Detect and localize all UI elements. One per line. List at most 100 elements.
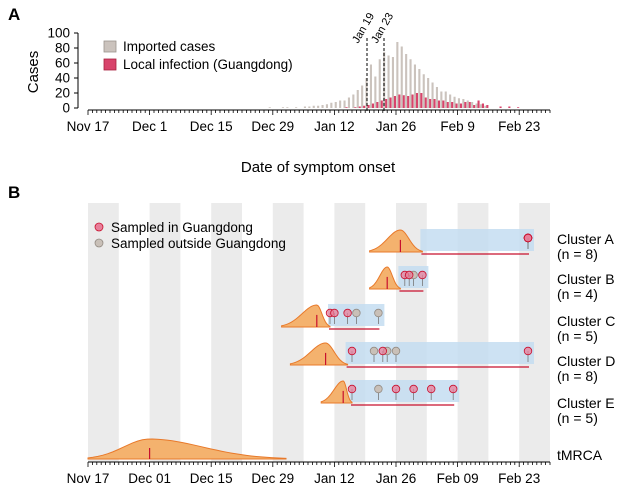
sample-in-gd: [427, 384, 436, 394]
cluster-name-label: Cluster B: [557, 271, 615, 287]
local-bar: [380, 100, 383, 108]
sample-in-gd: [347, 384, 357, 394]
imported-bar: [484, 105, 487, 108]
imported-bar: [321, 105, 324, 108]
imported-bar: [339, 100, 342, 108]
local-bar: [433, 99, 436, 108]
local-bar: [517, 107, 520, 108]
local-bar: [424, 97, 427, 108]
cluster-row: [289, 342, 534, 368]
y-tick-label: 80: [55, 41, 70, 56]
local-bar: [367, 105, 370, 108]
local-bar: [499, 106, 502, 108]
y-tick-label: 0: [62, 101, 70, 116]
tmrca-density: [281, 304, 331, 328]
panel-a-bars: [268, 42, 520, 108]
local-bar: [411, 94, 414, 108]
x-axis-tick-labels: Nov 17 Dec 1 Dec 15 Dec 29 Jan 12 Jan 26 Feb 9…: [67, 119, 541, 134]
imported-bar: [317, 105, 320, 108]
panel-b: B Sampled in Guangdong Sampled outside G…: [8, 183, 615, 486]
local-bar: [451, 102, 454, 108]
imported-bar: [396, 42, 399, 108]
imported-bar: [378, 59, 381, 108]
imported-bar: [312, 105, 315, 108]
b-x-tick-label: Dec 15: [190, 471, 233, 486]
a-x-tick-label: Feb 9: [440, 119, 475, 134]
local-bar: [363, 105, 366, 108]
panel-b-legend: Sampled in Guangdong Sampled outside Gua…: [94, 220, 286, 251]
b-x-axis-minor-ticks: [87, 462, 551, 467]
local-bar: [407, 96, 410, 108]
imported-bar: [453, 96, 456, 108]
sample-outside-gd: [374, 384, 383, 394]
tmrca-density: [289, 342, 349, 366]
imported-bar: [422, 74, 425, 108]
sample-outside-gd: [391, 346, 401, 356]
local-bar: [385, 99, 388, 108]
y-tick-label: 100: [47, 26, 70, 41]
b-x-tick-label: Feb 09: [437, 471, 479, 486]
imported-bar: [334, 102, 337, 108]
legend-in-gd-marker: [94, 222, 104, 232]
sample-in-gd: [347, 346, 357, 356]
local-bar: [477, 100, 480, 108]
legend-out-gd-label: Sampled outside Guangdong: [111, 236, 286, 251]
local-bar: [468, 102, 471, 108]
local-bar: [442, 100, 445, 108]
cluster-name-label: Cluster A: [557, 231, 614, 247]
legend-in-gd-label: Sampled in Guangdong: [111, 220, 253, 235]
sample-in-gd: [378, 346, 387, 356]
cluster-count-label: (n = 8): [557, 368, 598, 384]
imported-bar: [457, 98, 460, 108]
imported-bar: [400, 46, 403, 108]
cluster-labels: Cluster A(n = 8)Cluster B(n = 4)Cluster …: [557, 231, 615, 463]
local-bar: [446, 102, 449, 108]
legend-local-label: Local infection (Guangdong): [123, 57, 293, 72]
cluster-name-label: tMRCA: [557, 447, 603, 463]
sampling-span: [420, 229, 534, 251]
legend-local-swatch: [103, 58, 117, 71]
local-bar: [429, 99, 432, 108]
local-bar: [508, 106, 511, 108]
tmrca-row: [87, 438, 287, 460]
b-x-tick-label: Jan 12: [314, 471, 355, 486]
local-bar: [464, 102, 467, 108]
imported-bar: [387, 55, 390, 108]
local-bar: [376, 102, 379, 108]
sample-in-gd: [418, 270, 427, 280]
a-x-tick-label: Jan 12: [314, 119, 355, 134]
imported-bar: [475, 103, 478, 108]
imported-bar: [471, 102, 474, 108]
y-tick-label: 60: [55, 56, 70, 71]
imported-bar: [409, 59, 412, 108]
local-bar: [420, 93, 423, 108]
panel-a-y-axis-label: Cases: [25, 51, 42, 94]
cluster-name-label: Cluster C: [557, 313, 615, 329]
b-x-tick-label: Dec 01: [128, 471, 171, 486]
sample-outside-gd: [352, 308, 361, 318]
imported-bar: [347, 97, 350, 108]
b-x-tick-label: Feb 23: [498, 471, 540, 486]
imported-bar: [308, 106, 311, 108]
local-bar: [354, 107, 357, 108]
cluster-count-label: (n = 8): [557, 246, 598, 262]
legend-imported-swatch: [103, 40, 117, 53]
legend-imported-label: Imported cases: [123, 39, 216, 54]
sampling-span: [350, 380, 460, 402]
panel-b-letter: B: [8, 183, 20, 202]
overall-tmrca-density: [87, 438, 287, 460]
imported-bar: [391, 57, 394, 108]
panel-a-x-axis-label: Date of symptom onset: [241, 159, 396, 176]
cluster-row: [369, 229, 534, 255]
cluster-count-label: (n = 4): [557, 286, 598, 302]
imported-bar: [369, 64, 372, 108]
imported-bar: [343, 100, 346, 108]
cluster-name-label: Cluster D: [557, 353, 615, 369]
imported-bar: [303, 106, 306, 108]
imported-bar: [427, 78, 430, 108]
imported-bar: [281, 107, 284, 108]
local-bar: [393, 96, 396, 108]
local-bar: [437, 100, 440, 108]
local-bar: [398, 94, 401, 108]
